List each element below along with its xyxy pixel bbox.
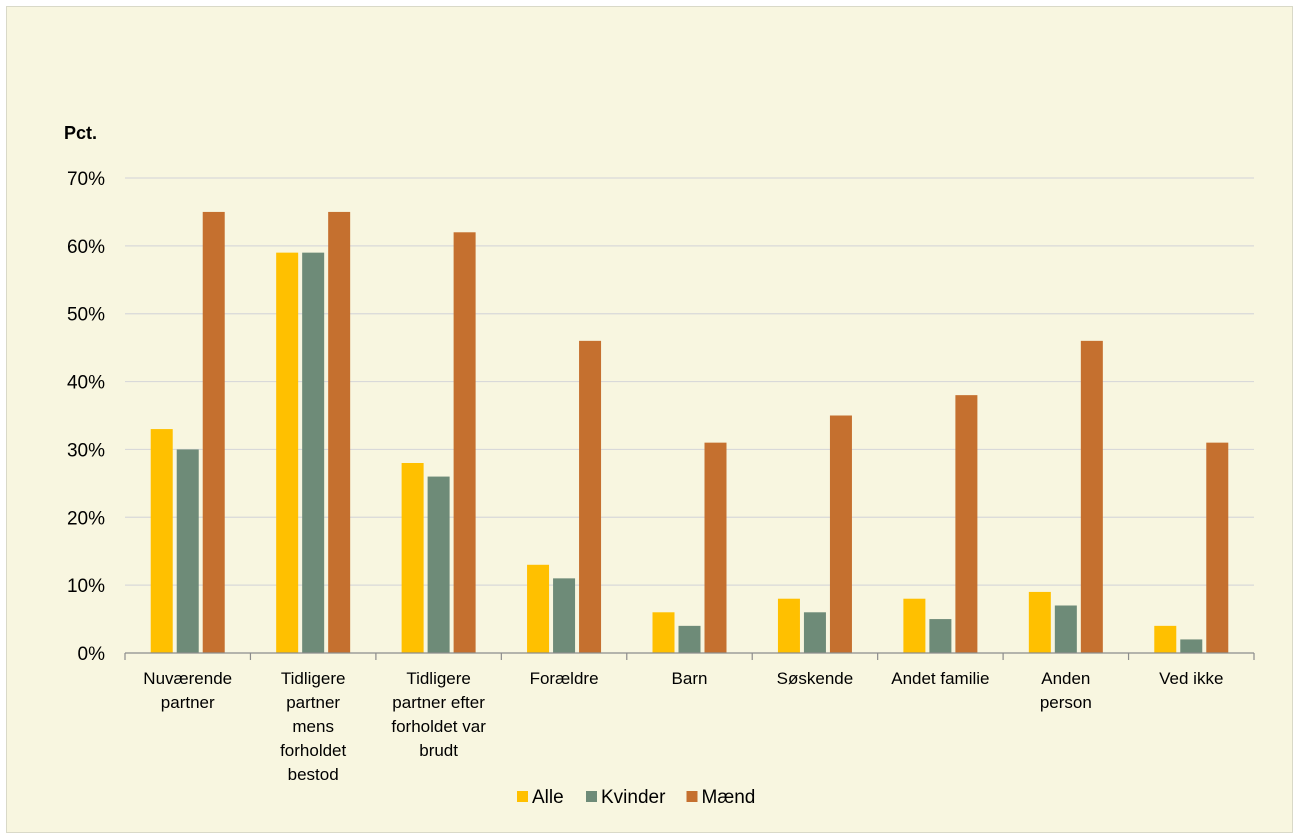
y-axis-label: Pct. xyxy=(64,123,97,143)
bar-mænd-1 xyxy=(328,211,351,653)
y-tick-label: 0% xyxy=(78,644,106,665)
x-tick-label: Tidligere partner mens forholdet bestod xyxy=(280,669,346,784)
x-tick-label: Søskende xyxy=(777,669,854,688)
x-tick-label: Barn xyxy=(672,669,708,688)
legend: Alle Kvinder Mænd xyxy=(517,787,755,808)
bar-kvinder-1 xyxy=(302,252,325,653)
y-tick-label: 30% xyxy=(67,440,105,461)
bar-kvinder-4 xyxy=(678,625,701,653)
legend-label: Mænd xyxy=(702,787,756,808)
bar-alle-2 xyxy=(401,463,424,653)
x-axis-labels: Nuværende partner Tidligere partner mens forh… xyxy=(143,669,1223,784)
bar-kvinder-2 xyxy=(427,476,450,653)
y-tick-label: 10% xyxy=(67,576,105,597)
x-tick-label: Tidligere partner efter forholdet var brudt xyxy=(391,669,486,760)
bar-kvinder-5 xyxy=(803,612,826,653)
bar-kvinder-7 xyxy=(1054,605,1077,653)
y-tick-label: 40% xyxy=(67,373,105,394)
x-tick-label: Ved ikke xyxy=(1159,669,1223,688)
x-axis xyxy=(124,652,1255,660)
bar-mænd-6 xyxy=(955,395,978,653)
bar-mænd-8 xyxy=(1206,442,1229,653)
legend-swatch-mænd xyxy=(686,791,698,802)
y-tick-label: 50% xyxy=(67,305,105,326)
bar-kvinder-0 xyxy=(176,449,199,653)
bar-mænd-2 xyxy=(453,232,476,654)
chart-area: Pct. 0% 10% 20% 30% 40% 50% 60% 70% Nuværende pa… xyxy=(6,6,1293,833)
bar-kvinder-8 xyxy=(1180,639,1203,653)
legend-swatch-alle xyxy=(517,791,528,802)
y-tick-label: 60% xyxy=(67,237,105,258)
y-tick-label: 20% xyxy=(67,508,105,529)
bar-alle-8 xyxy=(1154,625,1177,653)
x-tick-label: Nuværende partner xyxy=(143,669,232,712)
legend-label: Kvinder xyxy=(601,787,666,808)
bar-mænd-5 xyxy=(829,415,852,653)
legend-swatch-kvinder xyxy=(586,791,597,802)
bar-mænd-3 xyxy=(579,340,602,653)
bars xyxy=(150,211,1229,654)
bar-alle-3 xyxy=(527,564,550,653)
bar-mænd-4 xyxy=(704,442,727,653)
x-tick-label: Andet familie xyxy=(891,669,989,688)
bar-alle-1 xyxy=(276,252,299,653)
bar-alle-7 xyxy=(1028,591,1051,653)
x-tick-label: Anden person xyxy=(1040,669,1092,712)
bar-kvinder-3 xyxy=(553,578,576,653)
bar-alle-5 xyxy=(777,598,800,653)
x-tick-label: Forældre xyxy=(530,669,599,688)
bar-alle-6 xyxy=(903,598,926,653)
legend-label: Alle xyxy=(532,787,564,808)
bar-alle-4 xyxy=(652,612,675,653)
bar-mænd-7 xyxy=(1080,340,1103,653)
bar-alle-0 xyxy=(150,429,173,653)
y-axis-ticks: 0% 10% 20% 30% 40% 50% 60% 70% xyxy=(67,169,105,665)
y-tick-label: 70% xyxy=(67,169,105,190)
bar-mænd-0 xyxy=(202,211,225,653)
bar-kvinder-6 xyxy=(929,619,952,653)
bar-chart: Pct. 0% 10% 20% 30% 40% 50% 60% 70% Nuværende pa… xyxy=(64,123,1255,808)
